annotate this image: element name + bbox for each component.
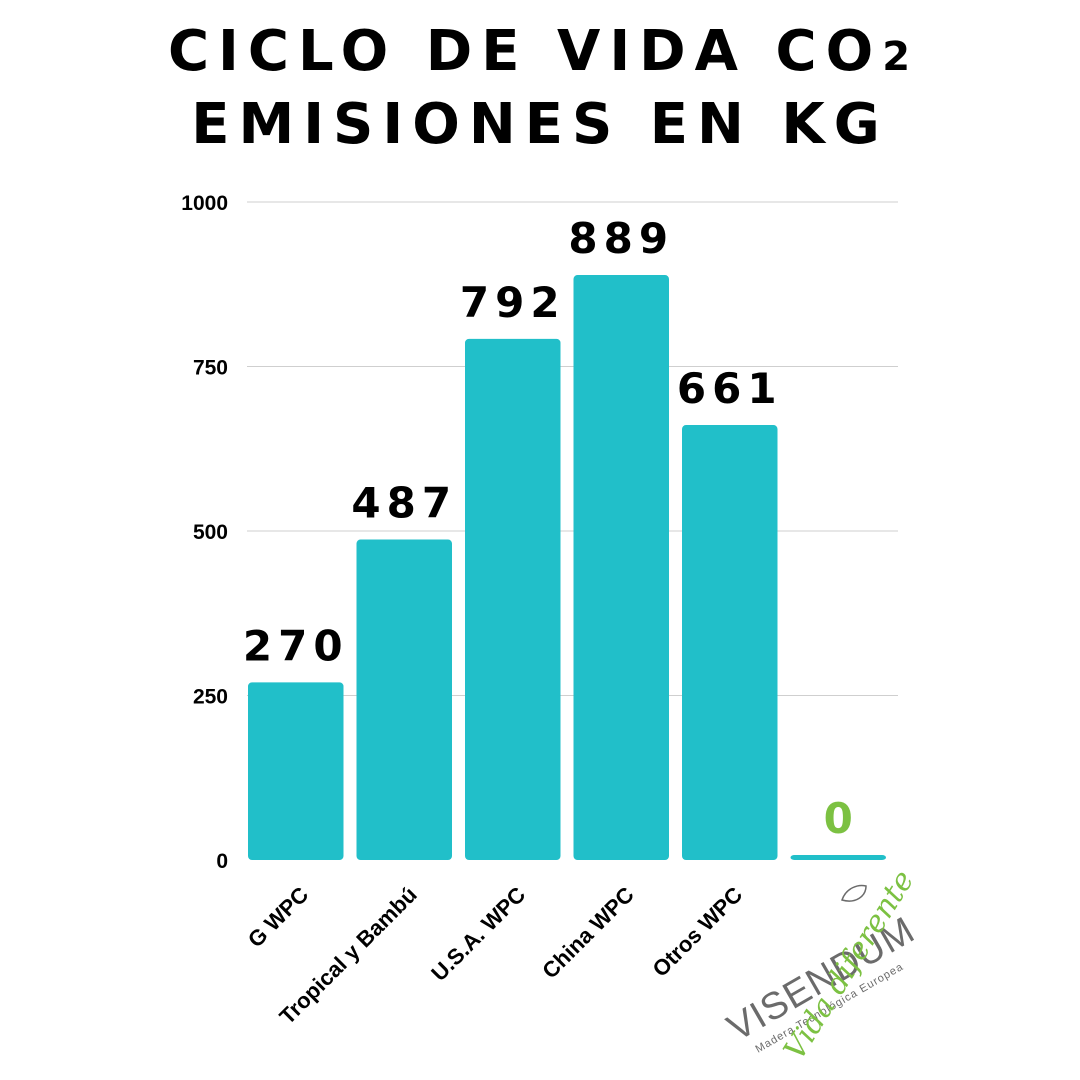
bar xyxy=(356,539,452,860)
chart-title: CICLO DE VIDA CO2 EMISIONES EN KG xyxy=(0,18,1080,159)
leaf-icon xyxy=(841,884,867,902)
title-line-1: CICLO DE VIDA CO2 xyxy=(0,18,1080,91)
x-tick-label: U.S.A. WPC xyxy=(426,882,530,986)
bar xyxy=(682,425,778,860)
gridlines xyxy=(247,201,898,696)
y-tick-label: 250 xyxy=(193,686,228,709)
bar xyxy=(465,338,561,860)
bar xyxy=(790,855,886,860)
title-subscript: 2 xyxy=(882,34,913,80)
bar xyxy=(248,682,344,860)
y-tick-label: 750 xyxy=(193,357,228,380)
x-tick-label: Otros WPC xyxy=(647,882,747,982)
title-line-2: EMISIONES EN KG xyxy=(191,92,889,157)
bar xyxy=(573,275,669,861)
data-label: 889 xyxy=(568,214,674,263)
x-tick-label: China WPC xyxy=(537,882,639,984)
y-tick-label: 500 xyxy=(193,521,228,544)
title-co2-text: CICLO DE VIDA CO xyxy=(167,19,883,84)
bars xyxy=(248,275,886,861)
data-label: 792 xyxy=(460,278,566,327)
data-label: 487 xyxy=(351,479,457,528)
data-label: 270 xyxy=(243,621,349,670)
data-label: 661 xyxy=(677,364,783,413)
y-axis-ticks: 0 250 500 750 1000 xyxy=(181,192,228,873)
y-tick-label: 1000 xyxy=(181,192,228,215)
y-tick-label: 0 xyxy=(216,850,228,873)
x-tick-label: G WPC xyxy=(243,882,313,952)
data-label: 0 xyxy=(824,794,853,843)
visendum-logo: VISENDUM Madera Tecnológica Europea Vida… xyxy=(721,864,923,1066)
